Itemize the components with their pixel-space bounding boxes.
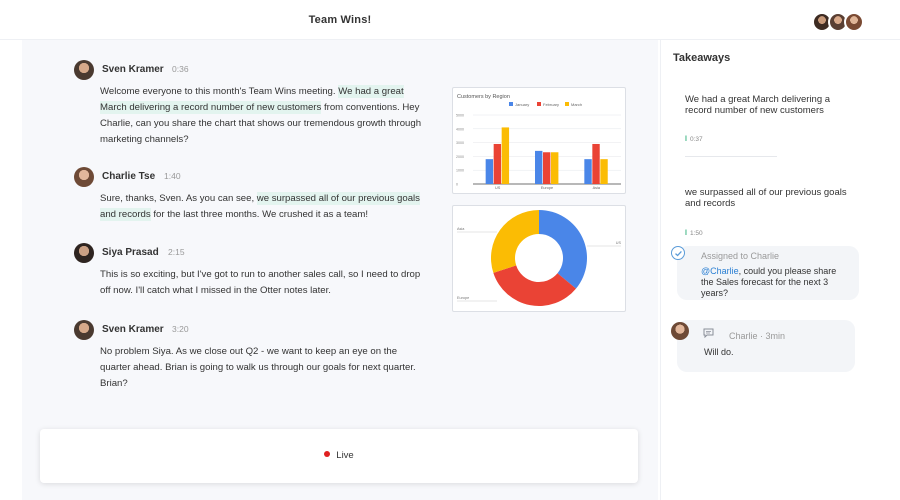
takeaway-timestamp[interactable]: ǀ 0:37 xyxy=(685,136,703,143)
text-segment: No problem Siya. As we close out Q2 - we… xyxy=(100,346,416,389)
takeaway-time: 0:37 xyxy=(689,136,703,143)
legend-label: March xyxy=(571,102,582,107)
legend-label: January xyxy=(515,102,529,107)
donut-chart-card[interactable]: US Europe Asia xyxy=(452,205,626,312)
transcript-message: Sven Kramer 3:20 No problem Siya. As we … xyxy=(74,320,416,400)
takeaway-time: 1:50 xyxy=(689,230,703,237)
legend-label: February xyxy=(543,102,559,107)
legend-swatch xyxy=(565,102,569,106)
bar-chart-card[interactable]: Customers by Region January February March 5… xyxy=(452,87,626,194)
bar xyxy=(493,143,502,184)
takeaways-title: Takeaways xyxy=(673,52,731,64)
avatar xyxy=(74,167,94,187)
mention-link[interactable]: @Charlie xyxy=(701,266,739,276)
message-timestamp[interactable]: 3:20 xyxy=(172,324,189,334)
text-segment: Welcome everyone to this month's Team Wi… xyxy=(100,86,339,97)
check-circle-icon[interactable] xyxy=(671,246,685,260)
donut-slice xyxy=(493,265,576,306)
slice-label: Europe xyxy=(457,296,469,300)
assignment-card[interactable]: Assigned to Charlie @Charlie, could you … xyxy=(677,246,859,300)
avatar xyxy=(74,243,94,263)
message-timestamp[interactable]: 2:15 xyxy=(168,247,185,257)
timestamp-marker-icon: ǀ xyxy=(685,230,687,237)
comment-icon xyxy=(703,328,714,338)
speaker-name: Sven Kramer xyxy=(102,64,164,75)
participant-avatars[interactable] xyxy=(812,12,864,32)
slice-label: Asia xyxy=(457,227,465,231)
bar xyxy=(551,152,559,184)
divider xyxy=(685,156,777,157)
text-segment: Sure, thanks, Sven. As you can see, xyxy=(100,193,257,204)
assignment-text: @Charlie, could you please share the Sal… xyxy=(701,266,841,299)
x-tick-label: US xyxy=(495,186,501,190)
bar xyxy=(592,143,600,184)
bar xyxy=(600,159,608,184)
comment-author: Charlie · 3min xyxy=(729,331,786,341)
speaker-name: Sven Kramer xyxy=(102,324,164,335)
speaker-name: Siya Prasad xyxy=(102,247,159,258)
comment-text: Will do. xyxy=(704,347,734,357)
donut-slice xyxy=(539,210,587,289)
top-bar: Team Wins! xyxy=(0,0,900,40)
legend-swatch xyxy=(509,102,513,106)
live-recording-bar[interactable]: Live xyxy=(40,429,638,483)
assignment-body: , could you please share the Sales forec… xyxy=(701,266,837,298)
avatar xyxy=(74,60,94,80)
bar xyxy=(584,159,592,184)
comment-card[interactable]: Charlie · 3min Will do. xyxy=(677,320,855,372)
transcript-panel: Sven Kramer 0:36 Welcome everyone to thi… xyxy=(22,40,658,500)
live-label: Live xyxy=(336,450,354,461)
y-tick-label: 4000 xyxy=(456,127,464,131)
takeaway-text[interactable]: We had a great March delivering a record… xyxy=(685,94,831,116)
assignment-label: Assigned to Charlie xyxy=(701,251,780,261)
y-tick-label: 1000 xyxy=(456,169,464,173)
message-text: Sure, thanks, Sven. As you can see, we s… xyxy=(100,191,426,223)
bar xyxy=(501,127,510,184)
message-timestamp[interactable]: 0:36 xyxy=(172,64,189,74)
transcript-message: Sven Kramer 0:36 Welcome everyone to thi… xyxy=(74,60,421,150)
speaker-name: Charlie Tse xyxy=(102,171,156,182)
takeaway-text[interactable]: we surpassed all of our previous goals a… xyxy=(685,187,847,209)
message-text: Welcome everyone to this month's Team Wi… xyxy=(100,84,426,148)
x-tick-label: Asia xyxy=(593,186,601,190)
bar-chart: Customers by Region January February March 5… xyxy=(456,94,621,190)
message-text: No problem Siya. As we close out Q2 - we… xyxy=(100,344,426,392)
takeaway-timestamp[interactable]: ǀ 1:50 xyxy=(685,230,703,237)
message-timestamp[interactable]: 1:40 xyxy=(164,171,181,181)
avatar xyxy=(671,322,689,340)
slice-label: US xyxy=(616,241,622,245)
takeaways-panel: Takeaways We had a great March deliverin… xyxy=(660,40,900,500)
transcript-message: Siya Prasad 2:15 This is so exciting, bu… xyxy=(74,243,420,303)
legend-swatch xyxy=(537,102,541,106)
text-segment: This is so exciting, but I've got to run… xyxy=(100,269,421,296)
y-tick-label: 0 xyxy=(456,183,458,187)
text-segment: for the last three months. We crushed it… xyxy=(150,209,369,220)
recording-dot-icon xyxy=(324,451,331,457)
avatar xyxy=(74,320,94,340)
donut-slice xyxy=(491,210,539,273)
bar xyxy=(485,159,494,184)
participant-avatar-3[interactable] xyxy=(844,12,864,32)
y-tick-label: 3000 xyxy=(456,141,464,145)
bar xyxy=(543,152,551,184)
x-tick-label: Europe xyxy=(541,186,553,190)
y-tick-label: 5000 xyxy=(456,114,464,118)
donut-chart: US Europe Asia xyxy=(457,210,622,306)
transcript-message: Charlie Tse 1:40 Sure, thanks, Sven. As … xyxy=(74,167,420,227)
meeting-title: Team Wins! xyxy=(308,14,372,26)
timestamp-marker-icon: ǀ xyxy=(685,136,687,143)
y-tick-label: 2000 xyxy=(456,155,464,159)
bar xyxy=(535,150,543,184)
message-text: This is so exciting, but I've got to run… xyxy=(100,267,426,299)
chart-title: Customers by Region xyxy=(457,94,510,100)
live-indicator[interactable]: Live xyxy=(40,450,638,461)
text-segment: from conventions. Hey Charlie, can you s… xyxy=(100,102,422,145)
